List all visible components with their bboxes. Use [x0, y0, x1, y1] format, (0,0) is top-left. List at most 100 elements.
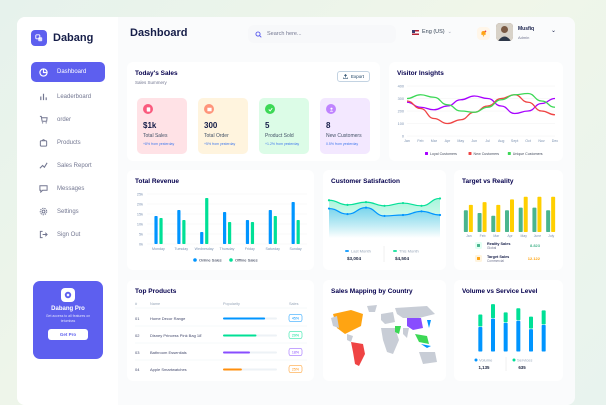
data-point — [438, 213, 442, 217]
stat-change: +8% from yesterday — [143, 142, 175, 146]
y-tick-label: 25k — [137, 193, 143, 197]
legend-marker — [468, 152, 472, 155]
map-greenland — [367, 305, 377, 312]
legend-label: Volume — [479, 358, 493, 363]
visitor-insights-card: Visitor Insights 0 100 200 300 400 Jan Feb Mar A… — [389, 62, 563, 161]
sidebar: Dabang Dashboard Leaderboard order Products… — [17, 17, 118, 405]
bar-offline-sales — [228, 222, 232, 244]
area-last-month — [329, 207, 440, 238]
sales-badge — [288, 314, 303, 322]
data-point — [401, 201, 405, 205]
todays-sales-subtitle: Sales Summery — [135, 80, 167, 85]
sales-badge — [288, 348, 303, 356]
notification-bell-icon[interactable] — [477, 27, 490, 40]
x-tick-label: Thursday — [220, 247, 235, 251]
x-tick-label: June — [534, 234, 541, 238]
search-input[interactable]: Search here... — [248, 25, 396, 43]
stat-icon — [265, 104, 275, 114]
stat-new-customers: 8 New Customers 0.5% from yesterday — [320, 98, 370, 154]
bar-offline-sales — [159, 218, 163, 244]
x-tick-label: Jul — [485, 139, 490, 143]
target-vs-reality-card: Target vs Reality Jan Feb Mar Apr May June Jul… — [454, 170, 563, 270]
map-australia — [419, 352, 437, 364]
sidebar-item-products[interactable]: Products — [31, 131, 105, 154]
app-window: Dabang Dashboard Leaderboard order Products… — [17, 17, 575, 405]
bar-services — [541, 310, 546, 325]
legend-marker — [512, 358, 516, 362]
top-header: Dashboard Search here... Eng (US) ⌄ Musf… — [118, 17, 575, 55]
legend-label: Services — [517, 358, 532, 363]
y-tick-label: 20k — [137, 203, 143, 207]
x-tick-label: Sunday — [289, 247, 301, 251]
volume-service-card: Volume vs Service Level Volume 1,135 Servi… — [454, 280, 563, 381]
x-tick-label: Mar — [431, 139, 438, 143]
x-tick-label: Jan — [404, 139, 410, 143]
logo-icon — [31, 30, 47, 46]
target-vs-reality-chart: Jan Feb Mar Apr May June July Reality SalesGlob… — [463, 196, 556, 263]
x-tick-label: May — [521, 234, 528, 238]
todays-sales-card: Today's Sales Sales Summery Export $1k To… — [127, 62, 380, 161]
brand-logo[interactable]: Dabang — [31, 30, 93, 46]
legend-marker — [474, 358, 478, 362]
data-point — [383, 204, 386, 207]
stat-label: New Customers — [326, 133, 362, 139]
sidebar-item-leaderboard[interactable]: Leaderboard — [31, 85, 105, 108]
bar-target-sales — [551, 196, 556, 232]
x-tick-label: Tuesday — [174, 247, 188, 251]
message-icon — [39, 185, 48, 193]
bar-target-sales — [482, 202, 487, 232]
world-map — [331, 305, 437, 366]
bar-offline-sales — [250, 222, 255, 244]
language-selector[interactable]: Eng (US) ⌄ — [412, 29, 452, 35]
x-tick-label: Oct — [525, 139, 531, 143]
map-africa — [381, 328, 399, 354]
product-name: Apple Smartwatches — [150, 367, 187, 372]
sales-value: 45% — [292, 317, 300, 321]
chevron-down-icon: ⌄ — [447, 29, 452, 35]
legend-icon-inner — [477, 257, 480, 260]
legend-label: New Customers — [474, 152, 500, 156]
sidebar-item-settings[interactable]: Settings — [31, 200, 105, 223]
avatar[interactable] — [496, 23, 513, 41]
popularity-bar — [223, 334, 257, 337]
sales-value: 25% — [292, 368, 300, 372]
sidebar-item-label: Settings — [57, 208, 79, 215]
map-middle-east — [395, 326, 401, 334]
row-number: 03 — [135, 350, 140, 355]
row-number: 01 — [135, 316, 140, 321]
bar-online-sales — [223, 212, 227, 244]
y-tick-label: 5k — [139, 233, 143, 237]
sidebar-item-dashboard[interactable]: Dashboard — [31, 62, 105, 82]
legend-label: This Month — [399, 249, 419, 254]
sidebar-item-order[interactable]: order — [31, 108, 105, 131]
y-tick-label: 0k — [139, 243, 143, 247]
bar-offline-sales — [182, 220, 186, 244]
user-menu-chevron-icon[interactable]: ⌄ — [551, 28, 557, 34]
top-products-table: # Name Popularity Sales 01 Home Decor Range 45… — [135, 302, 307, 373]
legend-label: Offline Sales — [235, 258, 258, 263]
sidebar-item-sign-out[interactable]: Sign Out — [31, 223, 105, 246]
sidebar-item-label: Messages — [57, 185, 85, 192]
legend-marker — [229, 258, 233, 262]
legend-label: Last Month — [351, 249, 371, 254]
data-point — [420, 204, 423, 207]
data-point — [383, 214, 386, 218]
sidebar-item-sales-report[interactable]: Sales Report — [31, 154, 105, 177]
user-info[interactable]: Musfiq Admin — [518, 26, 534, 40]
x-tick-label: Aug — [498, 139, 504, 143]
legend-label: Unique Customers — [513, 152, 543, 156]
bar-services — [491, 304, 495, 319]
sidebar-item-messages[interactable]: Messages — [31, 177, 105, 200]
shopping-bag-icon — [39, 139, 48, 147]
sidebar-item-label: Dashboard — [57, 69, 87, 75]
legend-value: 635 — [518, 365, 526, 370]
export-button[interactable]: Export — [336, 71, 370, 82]
legend-value: 8.823 — [530, 243, 541, 248]
page-title: Dashboard — [130, 27, 188, 39]
x-tick-label: Feb — [417, 139, 423, 143]
bar-reality-sales — [491, 215, 496, 232]
bar-reality-sales — [463, 210, 468, 232]
bar-offline-sales — [273, 216, 277, 244]
bar-online-sales — [154, 216, 158, 244]
get-pro-button[interactable]: Get Pro — [48, 329, 88, 340]
